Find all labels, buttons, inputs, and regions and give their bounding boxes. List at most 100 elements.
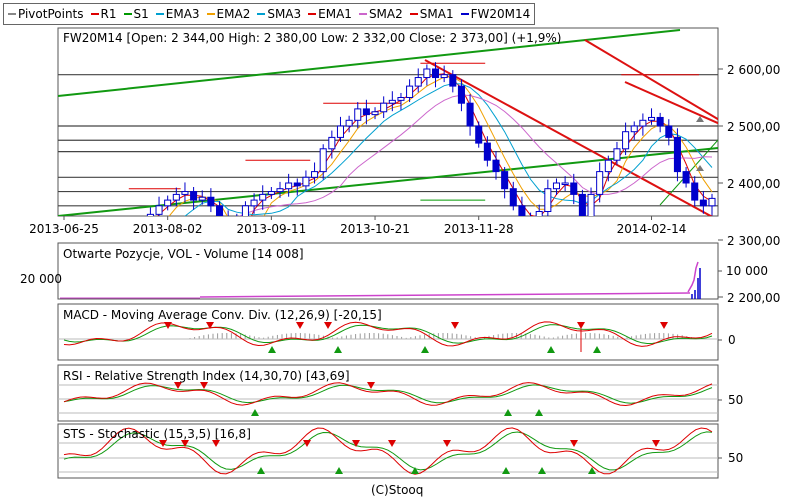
oscillator-main-line xyxy=(63,321,713,347)
sell-signal-triangle xyxy=(352,440,360,447)
macd-series xyxy=(58,321,718,347)
candle-body xyxy=(414,77,422,87)
candle-body xyxy=(587,193,595,216)
macd-panel-frame xyxy=(57,303,719,361)
candle-body xyxy=(604,159,612,173)
candle-body xyxy=(311,171,319,178)
macd-panel: MACD - Moving Average Conv. Div. (12,26,… xyxy=(57,303,736,361)
date-tick-label: 2013-08-02 xyxy=(133,222,203,236)
legend-item-ema1[interactable]: EMA1 xyxy=(308,7,352,21)
buy-signal-triangle xyxy=(257,467,265,474)
candle-body xyxy=(613,148,621,161)
candle-body xyxy=(302,176,310,187)
sell-signal-triangle xyxy=(164,322,172,329)
candle-body xyxy=(397,97,405,101)
date-tick-label: 2013-09-11 xyxy=(236,222,306,236)
candle-body xyxy=(483,142,491,161)
candle-body xyxy=(146,213,154,216)
candle-body xyxy=(518,205,526,216)
candle-body xyxy=(475,125,483,144)
legend-label: SMA3 xyxy=(267,7,302,21)
candle-body xyxy=(388,99,396,104)
legend-label: SMA2 xyxy=(368,7,403,21)
legend-swatch xyxy=(358,13,367,15)
sts-right-tick: 50 xyxy=(728,451,743,465)
candle-body xyxy=(457,85,465,104)
rsi-panel-frame xyxy=(57,364,719,422)
sell-signal-triangle xyxy=(660,322,668,329)
price-tick-label: 2 500,00 xyxy=(727,120,780,134)
rsi-right-tick: 50 xyxy=(728,393,743,407)
open-interest-line xyxy=(199,292,691,298)
candle-body xyxy=(596,171,604,195)
moving-average-line xyxy=(157,73,713,216)
candle-body xyxy=(345,119,353,127)
legend: PivotPoints R1 S1 EMA3 EMA2 SMA3 EMA1 SMA2 SMA1 F… xyxy=(3,3,536,25)
volume-left-tick: 20 000 xyxy=(20,272,62,286)
candle-body xyxy=(691,182,699,201)
candle-body xyxy=(293,182,301,187)
date-tick-label: 2013-11-28 xyxy=(444,222,514,236)
legend-label: EMA3 xyxy=(165,7,200,21)
legend-label: EMA2 xyxy=(216,7,251,21)
date-tick-label: 2014-02-14 xyxy=(617,222,687,236)
legend-item-r1[interactable]: R1 xyxy=(90,7,117,21)
candle-body xyxy=(647,116,656,121)
legend-swatch xyxy=(8,13,16,15)
legend-swatch xyxy=(155,13,164,15)
candle-body xyxy=(708,197,716,207)
candle-body xyxy=(535,211,543,216)
legend-swatch xyxy=(257,13,266,15)
buy-signal-triangle xyxy=(268,346,276,353)
candle-body xyxy=(509,188,517,207)
buy-signal-triangle xyxy=(251,409,259,416)
price-tick-label: 2 600,00 xyxy=(727,63,780,77)
legend-item-sma3[interactable]: SMA3 xyxy=(257,7,301,21)
volume-panel: Otwarte Pozycje, VOL - Volume [14 008] 2… xyxy=(20,242,768,300)
sell-signal-triangle xyxy=(200,382,208,389)
sts-signals xyxy=(159,440,660,474)
legend-item-sma1[interactable]: SMA1 xyxy=(409,7,454,21)
date-axis: 2013-06-25 2013-08-02 2013-09-11 2013-10-21… xyxy=(29,216,686,236)
volume-right-tick: 10 000 xyxy=(726,264,768,278)
legend-item-sma2[interactable]: SMA2 xyxy=(358,7,403,21)
candle-body xyxy=(406,85,414,98)
macd-panel-header: MACD - Moving Average Conv. Div. (12,26,… xyxy=(63,308,382,322)
sts-panel-header: STS - Stochastic (15,3,5) [16,8] xyxy=(63,427,251,441)
sts-series xyxy=(58,427,718,475)
legend-item-pivotpoints[interactable]: PivotPoints xyxy=(8,7,84,21)
legend-label: S1 xyxy=(133,7,149,21)
legend-item-s1[interactable]: S1 xyxy=(123,7,149,21)
candle-body xyxy=(630,125,638,133)
legend-item-ema2[interactable]: EMA2 xyxy=(206,7,251,21)
moving-average-line xyxy=(184,83,713,216)
legend-swatch xyxy=(308,13,317,15)
candle-body xyxy=(682,171,690,184)
legend-item-fw20m14[interactable]: FW20M14 xyxy=(460,7,530,21)
candle-body xyxy=(250,199,258,207)
volume-series xyxy=(60,261,701,299)
candle-body xyxy=(423,68,431,79)
buy-signal-triangle xyxy=(421,346,429,353)
moving-average-lines xyxy=(157,73,713,216)
legend-label: SMA1 xyxy=(419,7,454,21)
candle-body xyxy=(215,205,224,216)
sell-signal-triangle xyxy=(577,322,585,329)
candle-body xyxy=(354,108,362,121)
candle-body xyxy=(656,116,664,127)
candle-body xyxy=(285,182,293,190)
sell-signal-triangle xyxy=(212,440,220,447)
buy-signal-triangle xyxy=(593,346,601,353)
candle-body xyxy=(259,193,267,201)
buy-signal-triangle xyxy=(335,467,343,474)
price-tick-label: 2 300,00 xyxy=(727,234,780,248)
legend-label: EMA1 xyxy=(318,7,352,21)
sts-panel: STS - Stochastic (15,3,5) [16,8] 50 xyxy=(57,423,743,479)
legend-item-ema3[interactable]: EMA3 xyxy=(155,7,200,21)
candle-body xyxy=(328,136,336,150)
buy-signal-triangle xyxy=(502,467,510,474)
candle-body xyxy=(336,125,345,138)
candle-body xyxy=(172,193,180,201)
upper-green-trendline xyxy=(58,29,681,97)
